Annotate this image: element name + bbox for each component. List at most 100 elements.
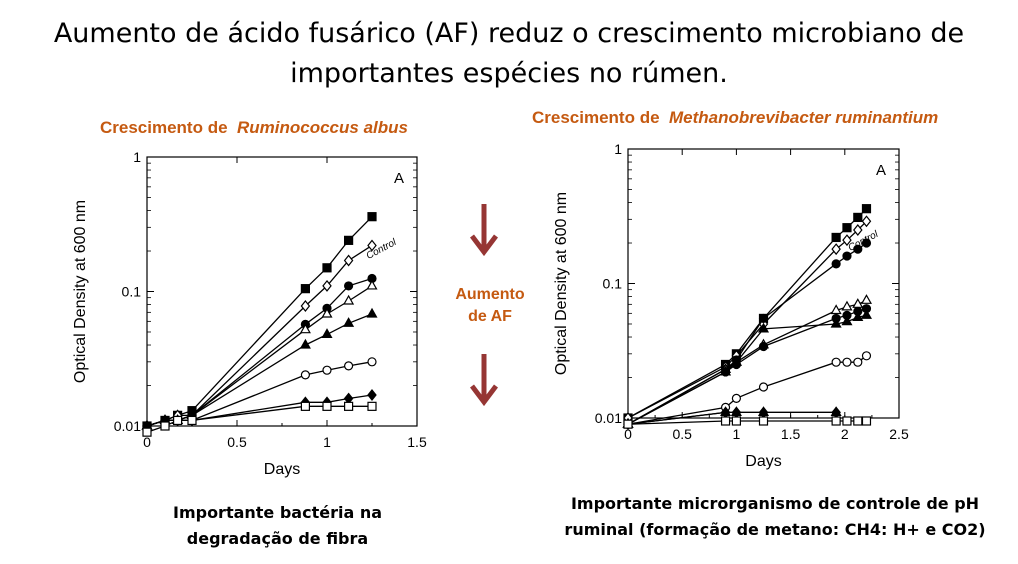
right-panel-title-species: Methanobrevibacter ruminantium [669, 108, 939, 127]
data-point-diamond-filled [367, 389, 377, 401]
data-point-square-filled [853, 212, 863, 223]
y-tick-label: 0.01 [114, 418, 141, 434]
data-point-square-filled [831, 232, 841, 243]
right-caption-line-2: ruminal (formação de metano: CH4: H+ e C… [564, 520, 986, 539]
data-point-triangle-open [321, 307, 333, 318]
left-caption-line-2: degradação de fibra [186, 529, 369, 548]
data-point-square-filled [367, 212, 377, 222]
right-panel-title-prefix: Crescimento de [532, 108, 660, 127]
data-point-square-open [142, 427, 152, 437]
data-point-diamond-open [322, 279, 332, 292]
x-tick-label: 1.5 [407, 434, 427, 450]
data-point-triangle-open [343, 294, 355, 305]
data-point-diamond-open [831, 243, 841, 256]
data-point-circle-filled [758, 341, 769, 352]
data-point-square-filled [322, 263, 332, 273]
slide-title-line-2: importantes espécies no rúmen. [290, 58, 728, 89]
left-panel-title-prefix: Crescimento de [100, 118, 228, 137]
slide-title: Aumento de ácido fusárico (AF) reduz o c… [0, 14, 1018, 94]
data-point-triangle-open [841, 300, 853, 311]
slide-title-line-1: Aumento de ácido fusárico (AF) reduz o c… [53, 18, 965, 49]
data-point-circle-open [831, 357, 841, 367]
data-point-square-open [731, 416, 742, 426]
data-point-circle-filled [344, 281, 354, 291]
data-point-diamond-open [853, 224, 863, 236]
panel-letter: A [394, 170, 404, 187]
data-point-circle-open [758, 382, 769, 392]
data-point-square-open [853, 416, 863, 426]
y-tick-label: 1 [133, 149, 141, 165]
data-point-square-open [187, 415, 197, 426]
data-point-square-open [173, 415, 183, 426]
increase-af-label-line-1: Aumento [455, 286, 525, 303]
data-point-square-open [160, 421, 170, 431]
data-point-triangle-filled [852, 311, 864, 321]
data-point-circle-filled [831, 259, 841, 269]
data-point-circle-open [367, 357, 377, 367]
data-point-square-filled [344, 235, 354, 245]
data-point-circle-filled [842, 251, 852, 261]
x-tick-label: 1 [733, 426, 741, 442]
increase-af-label-line-2: de AF [468, 308, 512, 325]
data-point-triangle-filled [730, 355, 742, 366]
data-point-square-open [623, 419, 633, 429]
data-point-square-open [842, 416, 852, 426]
x-tick-label: 2.5 [889, 426, 909, 442]
data-point-circle-filled [861, 238, 872, 248]
data-point-square-open [344, 401, 354, 411]
left-panel-title-species: Ruminococcus albus [237, 118, 408, 137]
data-point-square-open [322, 401, 332, 411]
data-point-circle-open [731, 393, 742, 403]
right-caption-line-1: Importante microrganismo de controle de … [570, 494, 980, 513]
data-point-square-open [367, 401, 377, 411]
data-point-triangle-filled [321, 328, 333, 338]
x-tick-label: 0.5 [672, 426, 692, 442]
data-point-square-filled [300, 284, 310, 294]
data-point-triangle-filled [860, 309, 873, 319]
data-point-diamond-open [300, 300, 311, 312]
data-point-square-open [758, 416, 769, 426]
x-axis-label: Days [745, 453, 781, 470]
left-caption-line-1: Importante bactéria na [172, 503, 383, 522]
y-axis-label: Optical Density at 600 nm [553, 192, 570, 375]
left-panel-title: Crescimento de Ruminococcus albus [100, 118, 408, 138]
data-point-square-open [300, 401, 310, 411]
data-point-circle-filled [853, 244, 863, 254]
right-panel-title: Crescimento de Methanobrevibacter rumina… [532, 108, 938, 128]
down-arrow-bottom-icon [470, 354, 498, 407]
data-point-triangle-open [299, 323, 311, 334]
y-axis-label: Optical Density at 600 nm [72, 200, 89, 383]
increase-af-label: Aumento de AF [440, 284, 540, 328]
data-point-square-open [720, 416, 731, 426]
data-point-circle-filled [758, 313, 769, 324]
data-point-diamond-open [842, 234, 852, 247]
panel-letter: A [876, 162, 886, 179]
data-point-circle-open [300, 370, 310, 380]
data-point-circle-open [322, 365, 332, 375]
left-caption: Importante bactéria na degradação de fib… [150, 500, 405, 552]
data-point-triangle-open [830, 304, 842, 315]
data-point-circle-open [853, 357, 863, 367]
data-point-triangle-filled [830, 317, 842, 328]
data-point-diamond-open [343, 254, 354, 267]
series-10 [623, 416, 872, 429]
data-point-triangle-filled [720, 365, 732, 376]
data-point-triangle-filled [841, 315, 853, 326]
data-point-circle-open [842, 357, 852, 367]
data-point-triangle-open [860, 294, 873, 304]
data-point-triangle-filled [757, 322, 770, 333]
y-tick-label: 0.1 [122, 284, 142, 300]
x-tick-label: 0 [624, 426, 632, 442]
data-point-square-open [861, 416, 872, 426]
x-tick-label: 0 [143, 434, 151, 450]
data-point-triangle-open [366, 279, 378, 290]
series-8 [142, 401, 377, 437]
data-point-square-open [831, 416, 841, 426]
x-tick-label: 0.5 [227, 434, 247, 450]
data-point-square-filled [861, 204, 872, 214]
data-point-circle-open [861, 351, 872, 361]
y-tick-label: 1 [614, 141, 622, 157]
y-tick-label: 0.01 [595, 410, 622, 426]
